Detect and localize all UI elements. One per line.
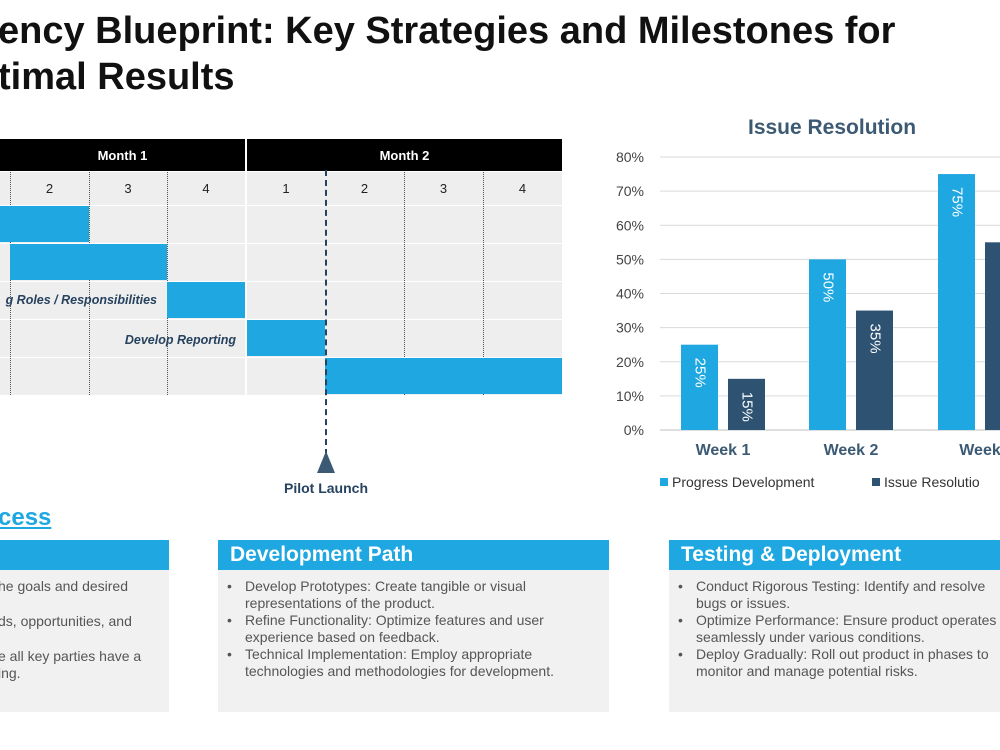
chart-y-tick-label: 10% xyxy=(616,388,644,404)
gantt-task-row xyxy=(0,282,562,319)
gantt-bar xyxy=(325,358,562,394)
card-list-item: Technical Implementation: Employ appropr… xyxy=(227,646,609,680)
gantt-task-row xyxy=(0,206,562,243)
chart-legend: Progress Development Issue Resolutio xyxy=(660,474,980,490)
chart-y-tick-label: 80% xyxy=(616,149,644,165)
gantt-month-header: Month 2 xyxy=(247,139,562,171)
title-line-2: timal Results xyxy=(0,56,235,98)
chart-x-labels: Week 1 Week 2 Week xyxy=(696,442,1000,459)
chart-bar xyxy=(681,344,718,430)
card-list-item: Refine Functionality: Optimize features … xyxy=(227,612,609,646)
legend-label: Issue Resolutio xyxy=(884,474,980,490)
chart-bar xyxy=(809,259,846,430)
chart-x-label: Week 1 xyxy=(696,442,751,459)
chart-y-tick-label: 50% xyxy=(616,251,644,267)
gantt-chart: Month 1 Month 2 2 3 4 1 2 3 4 g Roles / … xyxy=(0,139,562,399)
title-line-1: ency Blueprint: Key Strategies and Miles… xyxy=(0,10,896,52)
milestone-line xyxy=(325,170,327,455)
gantt-week-label: 2 xyxy=(360,180,369,196)
chart-x-label: Week xyxy=(959,442,1000,459)
gantt-task-label: Develop Reporting xyxy=(124,333,236,347)
card-list: Develop Prototypes: Create tangible or v… xyxy=(218,570,609,680)
gantt-week-label: 3 xyxy=(439,180,448,196)
gantt-month-header: Month 1 xyxy=(0,139,245,171)
legend-swatch xyxy=(660,478,668,486)
gantt-grid-line xyxy=(89,172,90,395)
chart-y-tick-label: 20% xyxy=(616,354,644,370)
card-list-item: ing. xyxy=(0,665,21,681)
card-title: Testing & Deployment xyxy=(669,540,1000,570)
chart-bar xyxy=(856,310,893,430)
chart-bar xyxy=(938,174,975,430)
gantt-grid-line xyxy=(483,172,484,395)
chart-data-label: 15% xyxy=(739,392,756,422)
chart-bars: 25% 15% 50% 35% 75% xyxy=(681,174,1000,430)
gantt-grid-line xyxy=(10,172,11,395)
chart-y-tick-label: 0% xyxy=(624,422,644,438)
chart-y-tick-label: 60% xyxy=(616,217,644,233)
chart-y-tick-label: 70% xyxy=(616,183,644,199)
gantt-week-label: 3 xyxy=(124,180,132,196)
chart-x-label: Week 2 xyxy=(824,442,879,459)
milestone-marker-icon xyxy=(317,451,335,473)
issue-resolution-chart: Issue Resolution 0% 10% 20% 30% 40% 50% 60% 70%… xyxy=(616,116,1000,490)
process-heading: cess xyxy=(0,504,52,531)
card-list-item: he goals and desired xyxy=(0,578,128,594)
legend-label: Progress Development xyxy=(672,474,815,490)
card-list-item: Develop Prototypes: Create tangible or v… xyxy=(227,578,609,612)
milestone-label: Pilot Launch xyxy=(284,480,368,496)
gantt-week-label: 4 xyxy=(518,180,527,196)
card-list-item: e all key parties have a xyxy=(0,648,142,664)
gantt-week-row xyxy=(0,172,562,205)
card-title xyxy=(0,540,169,570)
page-title: ency Blueprint: Key Strategies and Miles… xyxy=(0,8,998,100)
card-list-item: ds, opportunities, and xyxy=(0,613,132,629)
chart-y-tick-label: 40% xyxy=(616,286,644,302)
gantt-week-label: 4 xyxy=(202,180,210,196)
chart-data-label: 35% xyxy=(867,324,884,354)
gantt-task-label: g Roles / Responsibilities xyxy=(5,293,157,307)
card-title: Development Path xyxy=(218,540,609,570)
gantt-week-label: 2 xyxy=(45,180,54,196)
card-list-item: Optimize Performance: Ensure product ope… xyxy=(678,612,1000,646)
chart-data-label: 75% xyxy=(949,187,966,217)
gantt-bar xyxy=(167,282,245,318)
gantt-grid-line xyxy=(404,172,405,395)
chart-bar xyxy=(985,242,1000,430)
legend-swatch xyxy=(872,478,880,486)
process-card: Development Path Develop Prototypes: Cre… xyxy=(218,540,609,712)
gantt-bar xyxy=(0,206,89,242)
process-card: he goals and desired ds, opportunities, … xyxy=(0,540,169,712)
gantt-month-divider xyxy=(245,172,247,395)
gantt-bar xyxy=(10,244,167,280)
card-list-item: Conduct Rigorous Testing: Identify and r… xyxy=(678,578,1000,612)
chart-title: Issue Resolution xyxy=(748,116,916,139)
chart-y-ticks: 0% 10% 20% 30% 40% 50% 60% 70% 80% xyxy=(616,149,644,438)
gantt-bar xyxy=(247,320,325,356)
gantt-week-label: 1 xyxy=(282,180,290,196)
card-list: Conduct Rigorous Testing: Identify and r… xyxy=(669,570,1000,680)
chart-data-label: 50% xyxy=(820,272,837,302)
chart-data-label: 25% xyxy=(692,358,709,388)
chart-y-tick-label: 30% xyxy=(616,320,644,336)
process-card: Testing & Deployment Conduct Rigorous Te… xyxy=(669,540,1000,712)
card-list-item: Deploy Gradually: Roll out product in ph… xyxy=(678,646,1000,680)
chart-bar xyxy=(728,378,765,430)
card-list: he goals and desired ds, opportunities, … xyxy=(0,570,169,682)
